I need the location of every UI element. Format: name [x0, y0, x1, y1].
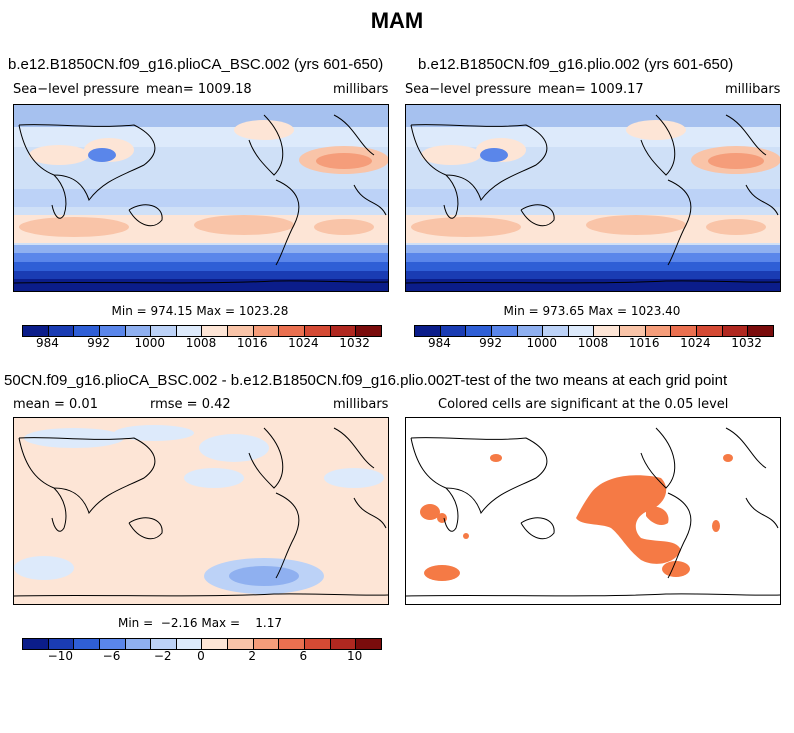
- colorbar-3-label: 10: [346, 649, 363, 663]
- panel3-minmax: Min = −2.16 Max = 1.17: [117, 616, 283, 630]
- colorbar-1-swatch: [48, 326, 75, 336]
- colorbar-1-label: 1032: [339, 336, 370, 350]
- colorbar-1-swatch: [151, 326, 177, 336]
- panel2-title: b.e12.B1850CN.f09_g16.plio.002 (yrs 601-…: [418, 56, 734, 73]
- colorbar-2-label: 1016: [628, 336, 660, 350]
- colorbar-2-swatch: [415, 326, 441, 336]
- panel1-units: millibars: [333, 82, 389, 97]
- colorbar-2-label: 992: [479, 336, 503, 350]
- panel1-minmax: Min = 974.15 Max = 1023.28: [111, 304, 289, 318]
- panel4-map: [405, 417, 781, 605]
- colorbar-3-labels: −10 −6 −2 0 2 6 10: [22, 649, 380, 665]
- colorbar-1-swatch: [228, 326, 254, 336]
- panel1-map: [13, 104, 389, 292]
- colorbar-1-swatch: [279, 326, 306, 336]
- colorbar-3-label: −6: [102, 649, 121, 663]
- colorbar-3-label: 0: [197, 649, 205, 663]
- colorbar-3-swatch: [125, 639, 152, 649]
- colorbar-3-label: 6: [299, 649, 308, 663]
- colorbar-2-swatch: [568, 326, 595, 336]
- colorbar-3-swatch: [356, 639, 381, 649]
- colorbar-1-swatch: [305, 326, 331, 336]
- colorbar-1-swatch: [176, 326, 203, 336]
- colorbar-3-swatch: [151, 639, 177, 649]
- colorbar-1-label: 1008: [185, 336, 217, 350]
- colorbar-1: [22, 325, 382, 337]
- colorbar-2-swatch: [440, 326, 467, 336]
- colorbar-1-swatch: [74, 326, 100, 336]
- colorbar-2-label: 1032: [731, 336, 762, 350]
- panel1-variable: Sea−level pressure: [13, 82, 140, 97]
- panel2-units: millibars: [725, 82, 781, 97]
- colorbar-2: [414, 325, 774, 337]
- colorbar-2-swatch: [620, 326, 646, 336]
- colorbar-3-swatch: [330, 639, 357, 649]
- colorbar-2-swatch: [697, 326, 723, 336]
- colorbar-3-swatch: [23, 639, 49, 649]
- colorbar-2-labels: 984 992 1000 1008 1016 1024 1032 1040: [414, 336, 772, 352]
- colorbar-1-swatch: [23, 326, 49, 336]
- colorbar-2-swatch: [491, 326, 518, 336]
- colorbar-3-label: −2: [153, 649, 172, 663]
- colorbar-3-swatch: [176, 639, 203, 649]
- colorbar-1-swatch: [202, 326, 229, 336]
- panel4-title: T-test of the two means at each grid poi…: [452, 372, 728, 389]
- colorbar-2-swatch: [594, 326, 621, 336]
- colorbar-2-label: 984: [427, 336, 451, 350]
- colorbar-1-swatch: [125, 326, 152, 336]
- panel2-minmax: Min = 973.65 Max = 1023.40: [503, 304, 681, 318]
- colorbar-3-label: −10: [47, 649, 73, 663]
- panel3-map: [13, 417, 389, 605]
- colorbar-3-swatch: [99, 639, 126, 649]
- panel3-units: millibars: [333, 397, 389, 412]
- colorbar-3-swatch: [74, 639, 100, 649]
- colorbar-3-swatch: [228, 639, 254, 649]
- colorbar-2-swatch: [671, 326, 698, 336]
- colorbar-3: [22, 638, 382, 650]
- panel4-subtitle: Colored cells are significant at the 0.0…: [438, 397, 729, 412]
- colorbar-1-swatch: [99, 326, 126, 336]
- colorbar-3-swatch: [253, 639, 280, 649]
- colorbar-3-label: 2: [248, 649, 257, 663]
- colorbar-2-label: 1008: [577, 336, 609, 350]
- colorbar-3-swatch: [305, 639, 331, 649]
- colorbar-1-label: 984: [35, 336, 59, 350]
- colorbar-1-label: 992: [87, 336, 111, 350]
- colorbar-2-swatch: [543, 326, 569, 336]
- panel3-rmse: rmse = 0.42: [150, 397, 231, 412]
- panel2-variable: Sea−level pressure: [405, 82, 532, 97]
- colorbar-3-swatch: [279, 639, 306, 649]
- colorbar-2-swatch: [748, 326, 773, 336]
- colorbar-1-label: 1016: [236, 336, 268, 350]
- panel1-mean: mean= 1009.18: [146, 82, 252, 97]
- colorbar-3-swatch: [48, 639, 75, 649]
- colorbar-2-swatch: [466, 326, 492, 336]
- panel1-title: b.e12.B1850CN.f09_g16.plioCA_BSC.002 (yr…: [8, 56, 384, 73]
- colorbar-2-label: 1000: [526, 336, 558, 350]
- panel3-title: 50CN.f09_g16.plioCA_BSC.002 - b.e12.B185…: [4, 372, 453, 389]
- panel2-map: [405, 104, 781, 292]
- colorbar-2-swatch: [645, 326, 672, 336]
- figure-title: MAM: [370, 8, 424, 33]
- colorbar-1-swatch: [253, 326, 280, 336]
- colorbar-2-swatch: [517, 326, 544, 336]
- colorbar-3-swatch: [202, 639, 229, 649]
- colorbar-1-label: 1024: [288, 336, 319, 350]
- colorbar-1-label: 1000: [134, 336, 166, 350]
- colorbar-1-swatch: [356, 326, 381, 336]
- colorbar-2-label: 1024: [680, 336, 711, 350]
- colorbar-1-swatch: [330, 326, 357, 336]
- colorbar-2-swatch: [722, 326, 749, 336]
- panel3-mean: mean = 0.01: [13, 397, 98, 412]
- colorbar-1-labels: 984 992 1000 1008 1016 1024 1032 1040: [22, 336, 380, 352]
- panel2-mean: mean= 1009.17: [538, 82, 644, 97]
